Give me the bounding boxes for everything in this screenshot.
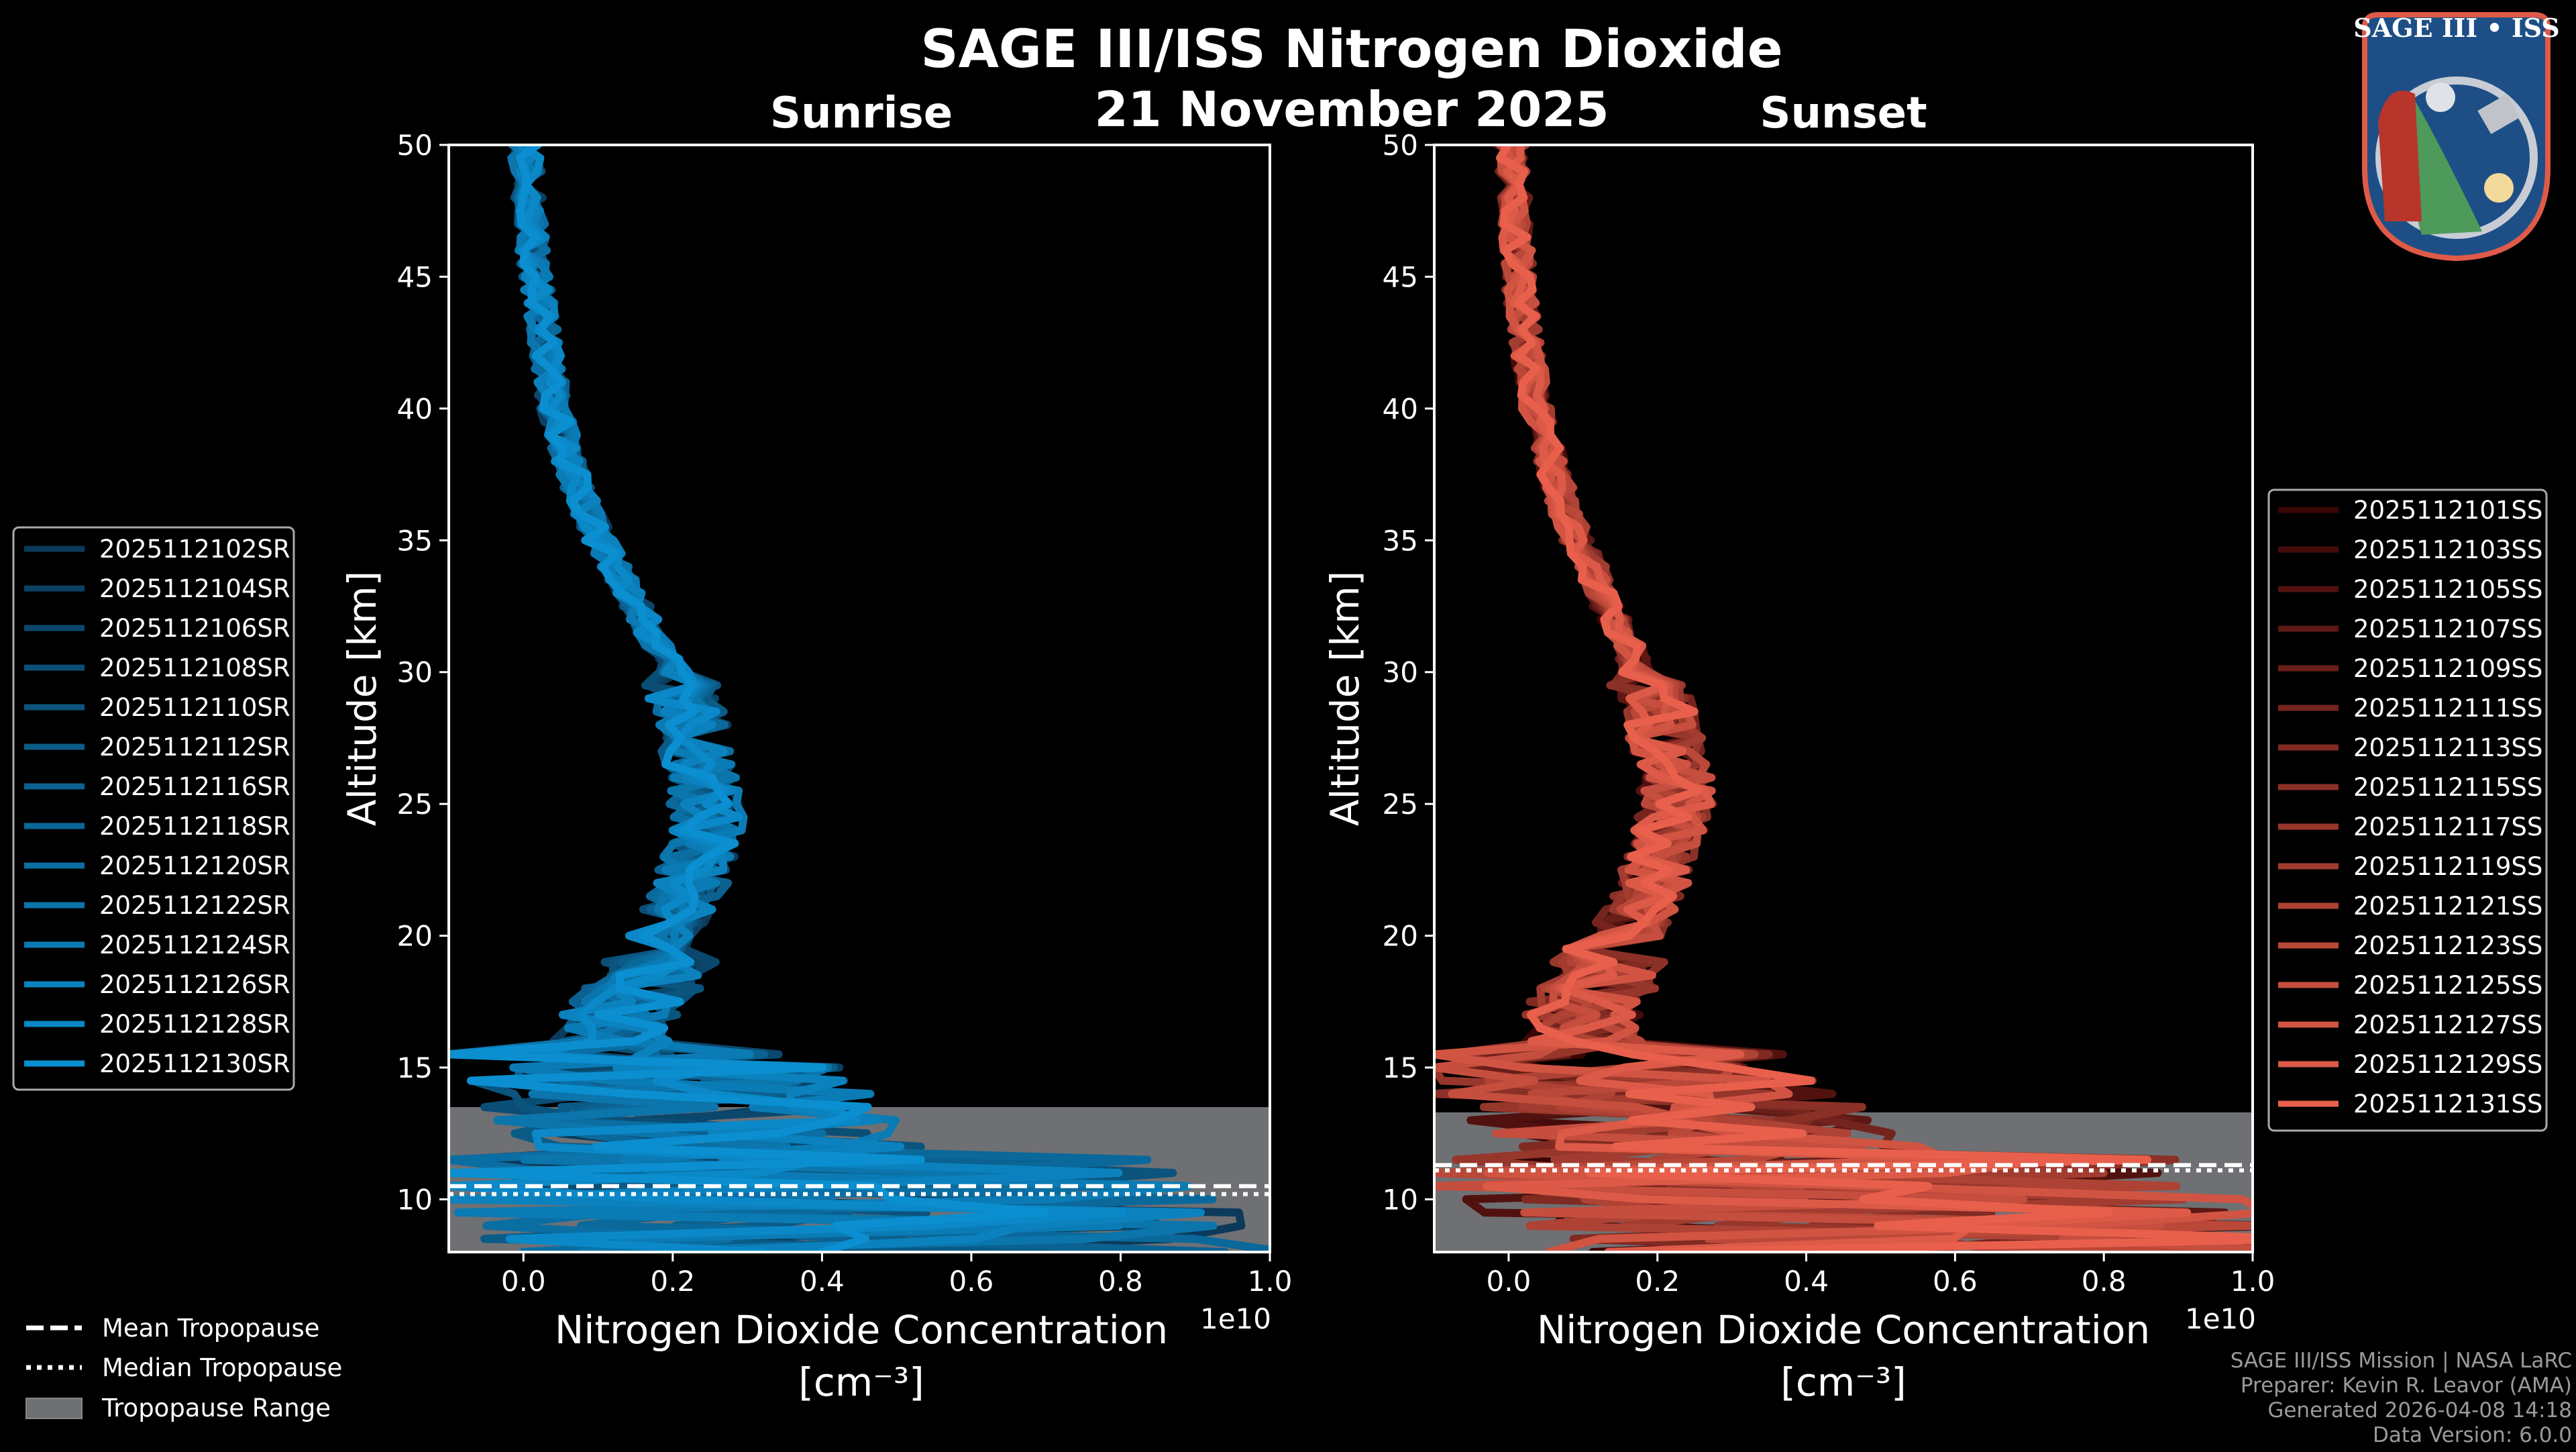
y-tick-label: 30 — [1383, 656, 1418, 689]
x-axis-units-sunset: [cm⁻³] — [1780, 1359, 1907, 1405]
y-axis-label-sunset: Altitude [km] — [1322, 571, 1368, 826]
x-axis-label-sunset: Nitrogen Dioxide Concentration — [1537, 1307, 2150, 1353]
legend-label-2025112121SS: 2025112121SS — [2353, 892, 2542, 921]
legend-label-2025112131SS: 2025112131SS — [2353, 1090, 2542, 1119]
x-tick-label: 0.0 — [501, 1265, 546, 1298]
mean-tropopause-label: Mean Tropopause — [102, 1314, 320, 1343]
legend-label-2025112112SR: 2025112112SR — [99, 733, 290, 762]
svg-text:SAGE III • ISS: SAGE III • ISS — [2353, 13, 2559, 43]
sunrise-legend: 2025112102SR 2025112104SR 2025112106SR 2025… — [12, 526, 295, 1091]
legend-label-2025112122SR: 2025112122SR — [99, 891, 290, 920]
legend-label-2025112117SS: 2025112117SS — [2353, 813, 2542, 841]
sunset-legend: 2025112101SS 2025112103SS 2025112105SS 2025… — [2267, 488, 2548, 1132]
legend-label-2025112106SR: 2025112106SR — [99, 614, 290, 643]
legend-label-2025112128SR: 2025112128SR — [99, 1010, 290, 1039]
x-axis-label-sunrise: Nitrogen Dioxide Concentration — [555, 1307, 1168, 1353]
y-tick-label: 10 — [397, 1183, 433, 1216]
legend-label-2025112105SS: 2025112105SS — [2353, 575, 2542, 604]
legend-label-2025112123SS: 2025112123SS — [2353, 931, 2542, 960]
x-tick-label: 0.2 — [1635, 1265, 1680, 1298]
y-tick-label: 45 — [397, 260, 433, 293]
legend-label-2025112115SS: 2025112115SS — [2353, 773, 2542, 802]
y-tick-label: 50 — [397, 129, 433, 162]
plot-frame — [447, 144, 1271, 1253]
legend-label-2025112109SS: 2025112109SS — [2353, 654, 2542, 683]
profile-2025112130SR — [449, 145, 1049, 1252]
x-tick-label: 0.6 — [949, 1265, 994, 1298]
plot-frame — [1433, 144, 2254, 1253]
x-tick-label: 0.8 — [2082, 1265, 2127, 1298]
legend-label-2025112130SR: 2025112130SR — [99, 1049, 290, 1078]
footer-data-version: Data Version: 6.0.0 — [2373, 1423, 2572, 1447]
profile-2025112131SS — [1496, 145, 2253, 1252]
sunrise-plot: 0.0 0.2 0.4 0.6 0.8 1.0 10 15 20 25 30 35 40 45 50 — [397, 129, 1293, 1298]
x-offset-label-sunset: 1e10 — [2185, 1302, 2256, 1335]
median-tropopause-label: Median Tropopause — [102, 1353, 342, 1382]
tropopause-range-swatch — [25, 1398, 83, 1419]
footer-mission: SAGE III/ISS Mission | NASA LaRC — [2231, 1349, 2572, 1373]
legend-label-2025112108SR: 2025112108SR — [99, 654, 290, 682]
footer-preparer: Preparer: Kevin R. Leavor (AMA) — [2241, 1373, 2572, 1398]
legend-label-2025112101SS: 2025112101SS — [2353, 496, 2542, 525]
sage-iii-iss-logo: SAGE III • ISS — [2353, 12, 2560, 262]
legend-label-2025112127SS: 2025112127SS — [2353, 1010, 2542, 1039]
tropopause-range-label: Tropopause Range — [101, 1394, 331, 1422]
y-tick-label: 45 — [1383, 260, 1418, 293]
x-tick-label: 1.0 — [1248, 1265, 1293, 1298]
legend-label-2025112124SR: 2025112124SR — [99, 931, 290, 960]
legend-label-2025112119SS: 2025112119SS — [2353, 852, 2542, 881]
x-tick-label: 0.0 — [1487, 1265, 1532, 1298]
legend-label-2025112111SS: 2025112111SS — [2353, 694, 2542, 723]
x-offset-label-sunrise: 1e10 — [1200, 1302, 1271, 1335]
legend-label-2025112102SR: 2025112102SR — [99, 535, 290, 564]
y-tick-label: 50 — [1383, 129, 1418, 162]
y-tick-label: 25 — [397, 788, 433, 821]
legend-label-2025112118SR: 2025112118SR — [99, 812, 290, 841]
panel-title-sunrise: Sunrise — [770, 89, 953, 138]
legend-label-2025112120SR: 2025112120SR — [99, 851, 290, 880]
x-tick-label: 0.8 — [1098, 1265, 1143, 1298]
legend-label-2025112129SS: 2025112129SS — [2353, 1050, 2542, 1079]
x-tick-label: 0.6 — [1933, 1265, 1978, 1298]
y-tick-label: 35 — [1383, 524, 1418, 557]
tropopause-legend: Mean Tropopause Median Tropopause Tropop… — [25, 1314, 342, 1422]
legend-label-2025112104SR: 2025112104SR — [99, 574, 290, 603]
y-tick-label: 20 — [397, 920, 433, 953]
y-tick-label: 40 — [397, 393, 433, 425]
figure-date: 21 November 2025 — [1094, 81, 1609, 138]
legend-label-2025112125SS: 2025112125SS — [2353, 971, 2542, 1000]
y-tick-label: 35 — [397, 524, 433, 557]
y-tick-label: 25 — [1383, 788, 1418, 821]
legend-label-2025112116SR: 2025112116SR — [99, 772, 290, 801]
legend-label-2025112110SR: 2025112110SR — [99, 693, 290, 722]
legend-label-2025112103SS: 2025112103SS — [2353, 535, 2542, 564]
x-tick-label: 0.2 — [650, 1265, 695, 1298]
legend-label-2025112107SS: 2025112107SS — [2353, 615, 2542, 643]
legend-label-2025112113SS: 2025112113SS — [2353, 733, 2542, 762]
y-tick-label: 10 — [1383, 1183, 1418, 1216]
y-tick-label: 40 — [1383, 393, 1418, 425]
x-axis-units-sunrise: [cm⁻³] — [798, 1359, 924, 1405]
y-tick-label: 15 — [1383, 1051, 1418, 1084]
x-tick-label: 0.4 — [1784, 1265, 1829, 1298]
footer-generated: Generated 2026-04-08 14:18 — [2267, 1398, 2572, 1422]
y-tick-label: 20 — [1383, 920, 1418, 953]
y-tick-label: 30 — [397, 656, 433, 689]
y-tick-label: 15 — [397, 1051, 433, 1084]
legend-label-2025112126SR: 2025112126SR — [99, 970, 290, 999]
y-axis-label-sunrise: Altitude [km] — [339, 571, 385, 826]
x-tick-label: 1.0 — [2231, 1265, 2275, 1298]
sunset-plot: 0.0 0.2 0.4 0.6 0.8 1.0 10 15 20 25 30 35 40 45 50 — [1383, 129, 2275, 1298]
figure-title: SAGE III/ISS Nitrogen Dioxide — [920, 19, 1782, 80]
x-tick-label: 0.4 — [800, 1265, 845, 1298]
panel-title-sunset: Sunset — [1760, 89, 1927, 138]
